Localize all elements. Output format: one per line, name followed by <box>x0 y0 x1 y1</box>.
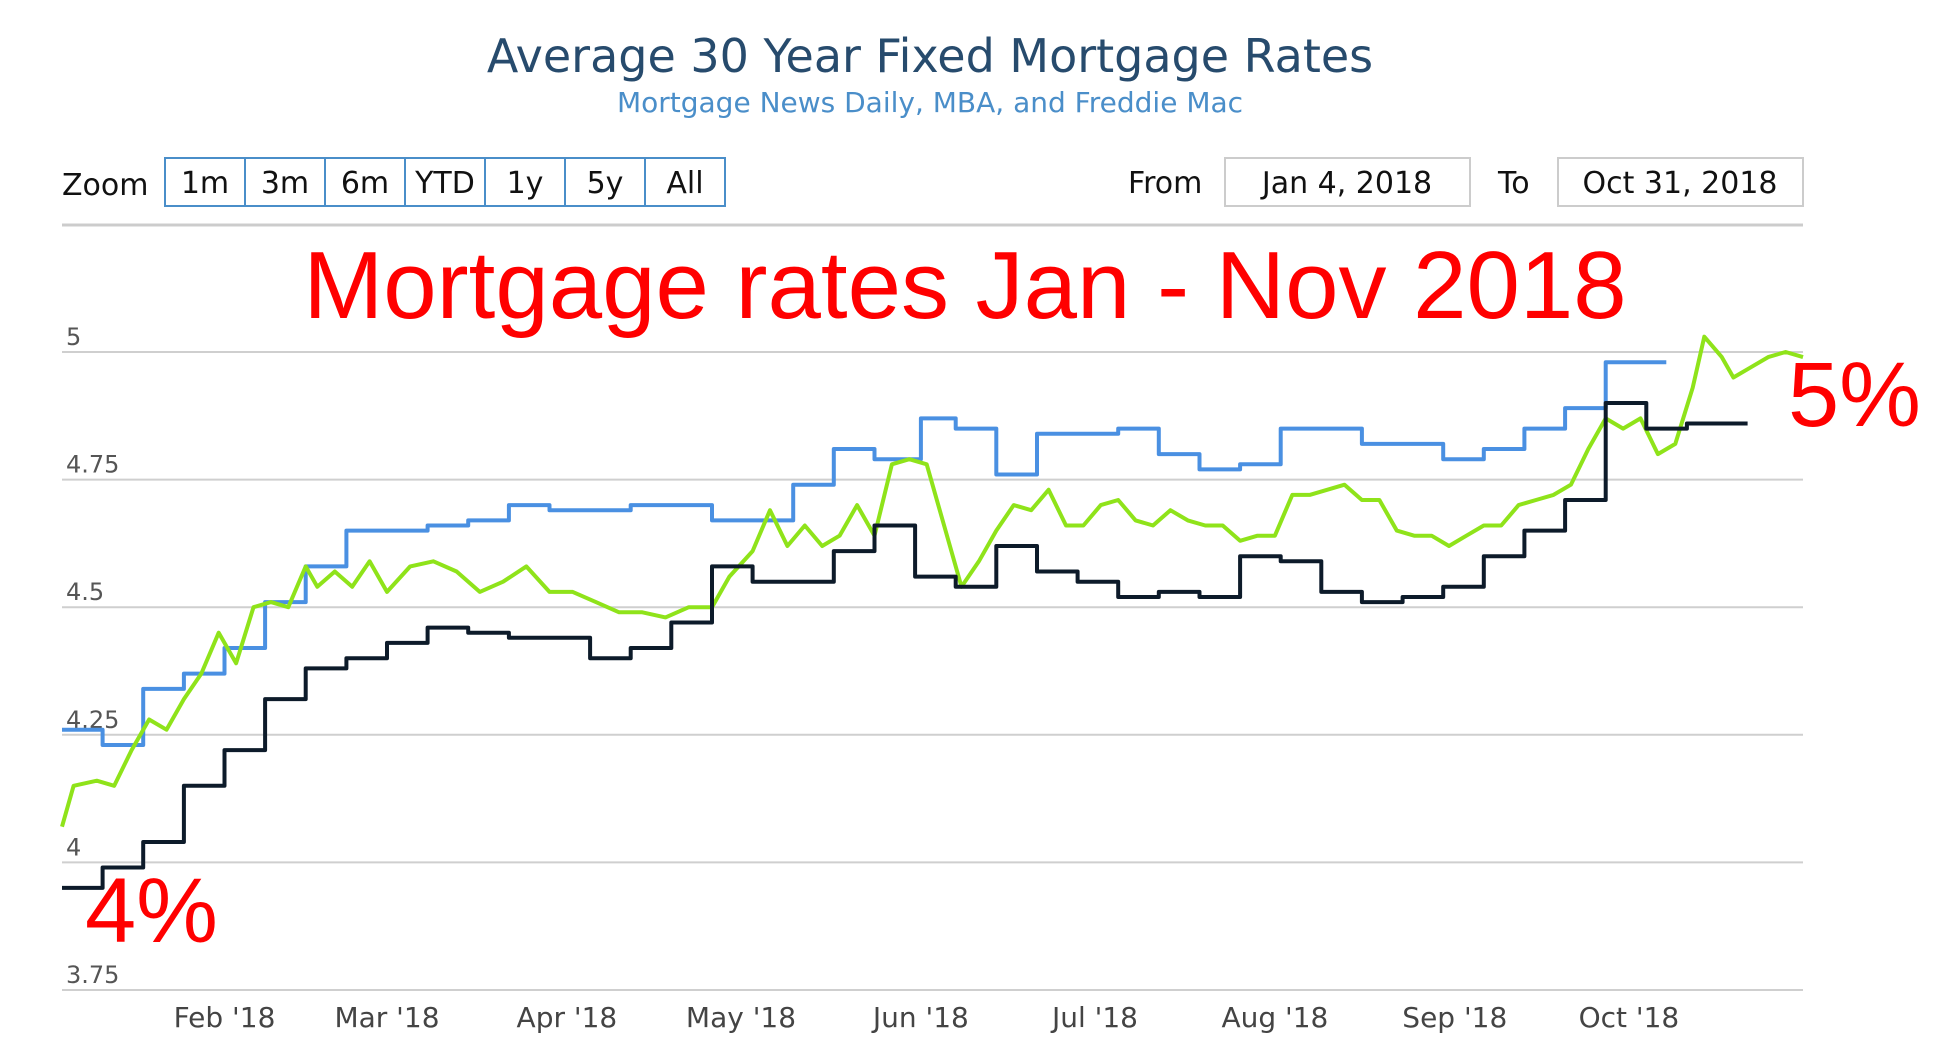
chart-title: Average 30 Year Fixed Mortgage Rates <box>487 29 1373 83</box>
x-tick-label: Jun '18 <box>871 1001 969 1034</box>
start-rate-label: 4% <box>85 860 218 962</box>
zoom-button-ytd[interactable]: YTD <box>404 157 486 207</box>
zoom-button-frame[interactable] <box>484 157 566 207</box>
to-date-input[interactable]: Oct 31, 2018 <box>1583 166 1778 201</box>
x-axis-ticks: Feb '18 Mar '18 Apr '18 May '18 Jun '18 Jul '… <box>174 1001 1680 1034</box>
zoom-button-label[interactable]: YTD <box>414 166 475 201</box>
zoom-button-label[interactable]: 5y <box>587 166 624 201</box>
x-tick-label: May '18 <box>686 1001 796 1034</box>
from-date-input[interactable]: Jan 4, 2018 <box>1260 166 1432 201</box>
x-tick-label: Feb '18 <box>174 1001 276 1034</box>
zoom-button-label[interactable]: 1m <box>181 166 229 201</box>
y-tick-label: 5 <box>66 323 81 351</box>
zoom-button-label[interactable]: 6m <box>341 166 389 201</box>
x-tick-label: Sep '18 <box>1402 1001 1507 1034</box>
zoom-button-frame[interactable] <box>644 157 726 207</box>
series-group <box>60 334 1804 890</box>
zoom-button-1m[interactable]: 1m <box>164 157 246 207</box>
series-line-blue <box>62 360 1667 747</box>
y-tick-label: 4.5 <box>66 578 104 606</box>
zoom-button-5y[interactable]: 5y <box>564 157 646 207</box>
zoom-button-frame[interactable] <box>244 157 326 207</box>
overlay-title: Mortgage rates Jan - Nov 2018 <box>303 232 1626 339</box>
x-tick-label: Aug '18 <box>1221 1001 1328 1034</box>
zoom-button-3m[interactable]: 3m <box>244 157 326 207</box>
zoom-button-label[interactable]: 3m <box>261 166 309 201</box>
zoom-button-1y[interactable]: 1y <box>484 157 566 207</box>
zoom-button-6m[interactable]: 6m <box>324 157 406 207</box>
x-tick-label: Oct '18 <box>1579 1001 1680 1034</box>
zoom-button-frame[interactable] <box>164 157 246 207</box>
zoom-button-label[interactable]: All <box>666 166 703 201</box>
zoom-button-frame[interactable] <box>564 157 646 207</box>
zoom-button-frame[interactable] <box>324 157 406 207</box>
y-tick-label: 4 <box>66 833 81 861</box>
zoom-button-label[interactable]: 1y <box>507 166 544 201</box>
from-label: From <box>1128 166 1202 201</box>
x-tick-label: Mar '18 <box>334 1001 439 1034</box>
chart-subtitle: Mortgage News Daily, MBA, and Freddie Ma… <box>617 86 1243 119</box>
from-date-input-box[interactable] <box>1224 157 1471 207</box>
gridlines <box>62 351 1803 991</box>
y-tick-label: 3.75 <box>66 961 119 989</box>
x-tick-label: Jul '18 <box>1050 1001 1138 1034</box>
end-rate-label: 5% <box>1788 344 1921 446</box>
y-tick-label: 4.75 <box>66 451 119 479</box>
to-label: To <box>1497 166 1530 201</box>
zoom-button-all[interactable]: All <box>644 157 726 207</box>
series-line-navy <box>62 401 1748 890</box>
zoom-button-group: 1m 3m 6m YTD 1y 5y All <box>164 157 726 207</box>
zoom-label: Zoom <box>62 168 148 203</box>
x-tick-label: Apr '18 <box>517 1001 618 1034</box>
series-line-green <box>60 334 1804 828</box>
to-date-input-box[interactable] <box>1557 157 1804 207</box>
